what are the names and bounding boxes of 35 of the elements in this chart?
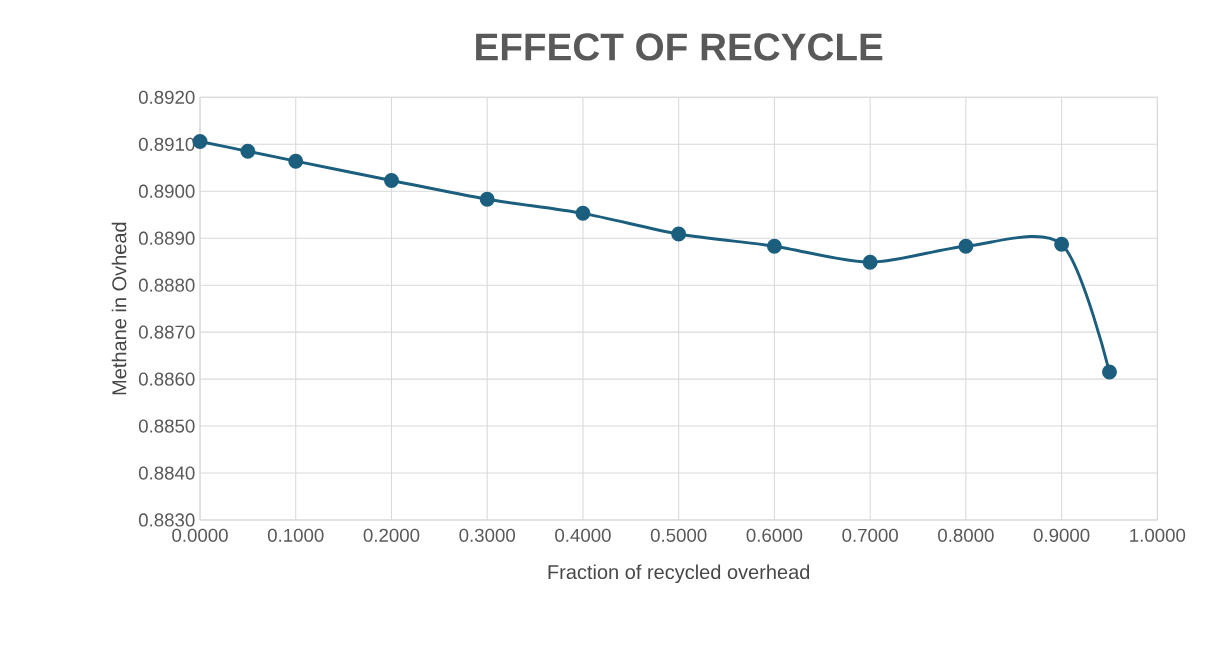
chart-title: EFFECT OF RECYCLE — [476, 33, 883, 61]
y-tick-label: 0.8920 — [138, 90, 195, 104]
y-tick-label: 0.8850 — [138, 419, 195, 433]
x-tick-label: 0.6000 — [746, 528, 803, 542]
point — [479, 191, 495, 207]
point — [1102, 364, 1117, 380]
point — [766, 238, 782, 254]
y-tick-label: 0.8880 — [138, 278, 195, 292]
x-tick-label: 0.1000 — [267, 528, 324, 542]
point — [1054, 236, 1070, 252]
point — [575, 205, 591, 221]
y-tick-label: 0.8890 — [138, 231, 195, 245]
y-tick-label: 0.8860 — [138, 372, 195, 386]
y-tick-label: 0.8840 — [138, 466, 195, 480]
y-tick-label: 0.8900 — [138, 184, 195, 198]
y-axis-title: Methane in Ovhead — [111, 222, 127, 395]
point — [958, 238, 974, 254]
y-tick-label: 0.8830 — [138, 513, 195, 527]
point — [384, 172, 399, 188]
point — [288, 153, 304, 169]
x-tick-label: 0.0000 — [172, 528, 228, 542]
x-tick-label: 0.3000 — [459, 528, 516, 542]
x-tick-label: 0.8000 — [938, 528, 994, 542]
x-tick-label: 1.0000 — [1130, 528, 1186, 542]
point — [240, 143, 256, 159]
x-tick-label: 0.4000 — [555, 528, 611, 542]
y-tick-label: 0.8910 — [138, 137, 195, 151]
x-axis-title: Fraction of recycled overhead — [548, 564, 810, 584]
point — [671, 226, 687, 242]
y-tick-label: 0.8870 — [138, 325, 195, 339]
x-tick-label: 0.5000 — [650, 528, 707, 542]
point — [862, 254, 878, 270]
x-tick-label: 0.9000 — [1033, 528, 1090, 542]
x-tick-label: 0.7000 — [842, 528, 898, 542]
x-tick-label: 0.2000 — [363, 528, 420, 542]
